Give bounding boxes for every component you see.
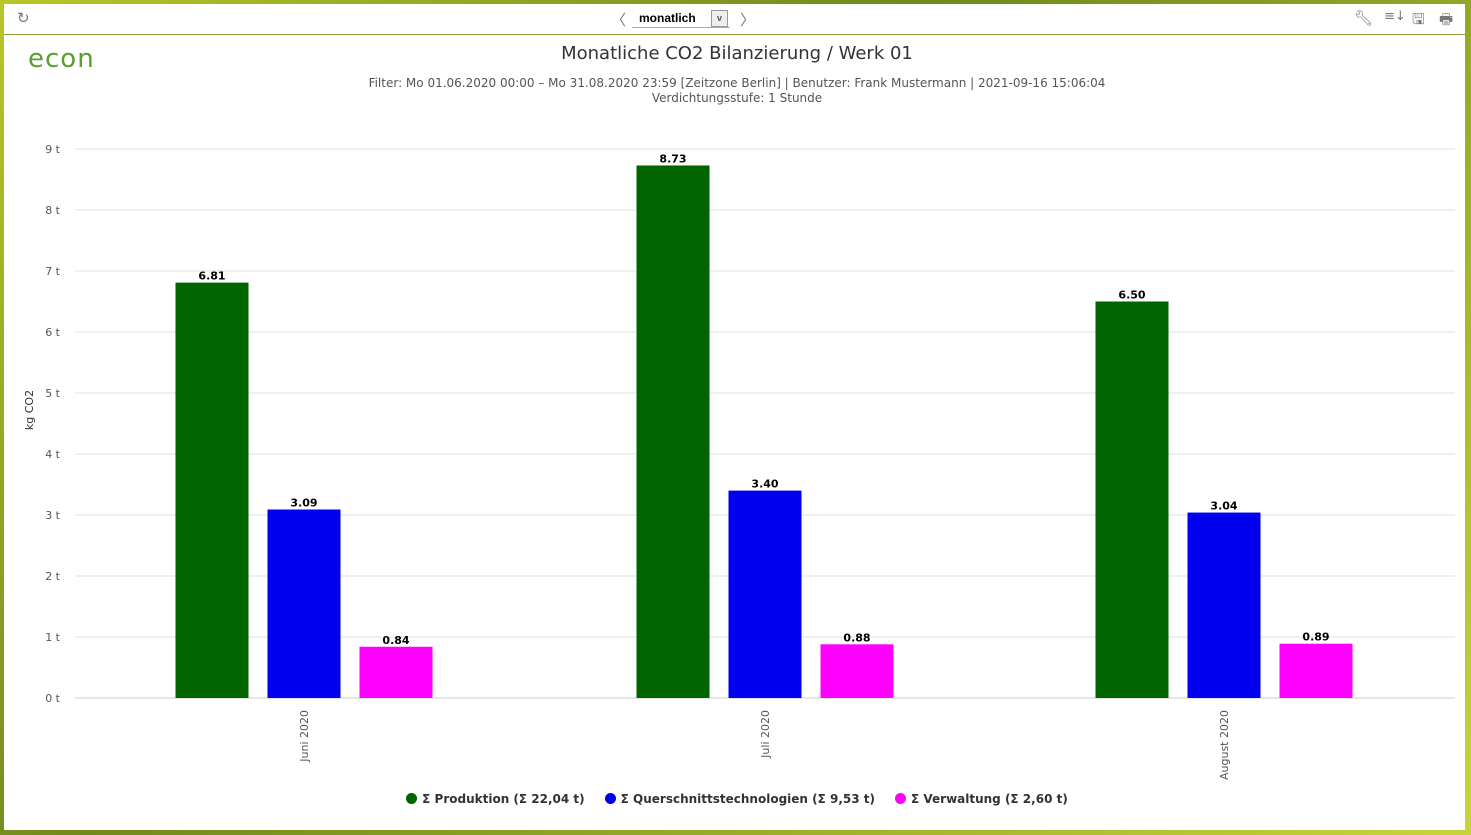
- y-tick-label: 6 t: [45, 326, 60, 339]
- y-tick-label: 5 t: [45, 387, 60, 400]
- print-icon[interactable]: 🖶: [1439, 10, 1454, 28]
- bar[interactable]: [267, 509, 341, 698]
- period-value: monatlich: [639, 11, 696, 25]
- density-text: Verdichtungsstufe: 1 Stunde: [651, 91, 823, 105]
- wrench-icon[interactable]: 🔧︎: [1354, 9, 1374, 27]
- legend-marker-icon: [406, 793, 418, 804]
- legend-item[interactable]: Σ Querschnittstechnologien (Σ 9,53 t): [604, 792, 875, 806]
- save-icon[interactable]: 🖫: [1412, 10, 1425, 28]
- legend-item[interactable]: Σ Verwaltung (Σ 2,60 t): [895, 792, 1068, 806]
- y-tick-label: 2 t: [45, 570, 60, 583]
- bar-chart: 0 t 1 t 2 t 3 t 4 t 5 t 6 t 7 t 8 t 9 t kg CO2 6.81…: [23, 143, 1455, 780]
- legend-marker-icon: [604, 793, 616, 804]
- y-tick-label: 8 t: [45, 204, 60, 217]
- data-label: 3.04: [1210, 500, 1237, 513]
- data-label: 0.88: [843, 631, 870, 644]
- legend: Σ Produktion (Σ 22,04 t) Σ Querschnittste…: [4, 792, 1470, 806]
- data-label: 8.73: [659, 152, 686, 165]
- chevron-left-icon[interactable]: 〈: [611, 11, 627, 29]
- legend-item[interactable]: Σ Produktion (Σ 22,04 t): [406, 792, 585, 806]
- legend-marker-icon: [895, 793, 906, 804]
- subtitle: Filter: Mo 01.06.2020 00:00 – Mo 31.08.2…: [4, 76, 1470, 106]
- bar[interactable]: [636, 165, 710, 699]
- report-window: ↻ 〈 monatlich v 〉 🔧︎ ≡↓ 🖫 🖶 econ Monatlic…: [4, 4, 1465, 830]
- y-tick-label: 1 t: [45, 631, 60, 644]
- page-title: Monatliche CO2 Bilanzierung / Werk 01: [561, 43, 913, 64]
- y-tick-label: 4 t: [45, 448, 60, 461]
- data-label: 3.09: [290, 497, 317, 510]
- chevron-down-icon[interactable]: v: [711, 10, 728, 27]
- bar[interactable]: [1279, 643, 1353, 698]
- chevron-right-icon[interactable]: 〉: [740, 11, 756, 29]
- bar[interactable]: [359, 646, 433, 698]
- data-label: 6.50: [1118, 289, 1145, 302]
- x-tick-label: August 2020: [1218, 710, 1231, 780]
- data-label: 6.81: [198, 270, 225, 283]
- bar[interactable]: [820, 644, 894, 698]
- legend-label: Σ Produktion (Σ 22,04 t): [422, 792, 585, 806]
- toolbar: ↻ 〈 monatlich v 〉 🔧︎ ≡↓ 🖫 🖶: [4, 4, 1465, 35]
- period-select[interactable]: monatlich v: [632, 8, 730, 28]
- y-tick-label: 9 t: [45, 143, 60, 156]
- data-label: 0.84: [382, 634, 409, 647]
- filter-text: Filter: Mo 01.06.2020 00:00 – Mo 31.08.2…: [368, 76, 1106, 90]
- y-tick-label: 7 t: [45, 265, 60, 278]
- legend-label: Σ Querschnittstechnologien (Σ 9,53 t): [620, 792, 875, 806]
- y-tick-label: 3 t: [45, 509, 60, 522]
- bar[interactable]: [1095, 301, 1169, 699]
- x-tick-label: Juni 2020: [298, 710, 311, 763]
- bar[interactable]: [175, 282, 249, 698]
- sort-icon[interactable]: ≡↓: [1384, 9, 1406, 24]
- bar[interactable]: [728, 490, 802, 698]
- refresh-icon[interactable]: ↻: [17, 9, 30, 27]
- y-tick-label: 0 t: [45, 692, 60, 705]
- y-axis-label: kg CO2: [23, 390, 36, 430]
- legend-label: Σ Verwaltung (Σ 2,60 t): [911, 792, 1068, 806]
- data-label: 0.89: [1302, 631, 1329, 644]
- bar[interactable]: [1187, 512, 1261, 698]
- data-label: 3.40: [751, 478, 778, 491]
- x-tick-label: Juli 2020: [759, 710, 772, 759]
- logo: econ: [28, 44, 95, 74]
